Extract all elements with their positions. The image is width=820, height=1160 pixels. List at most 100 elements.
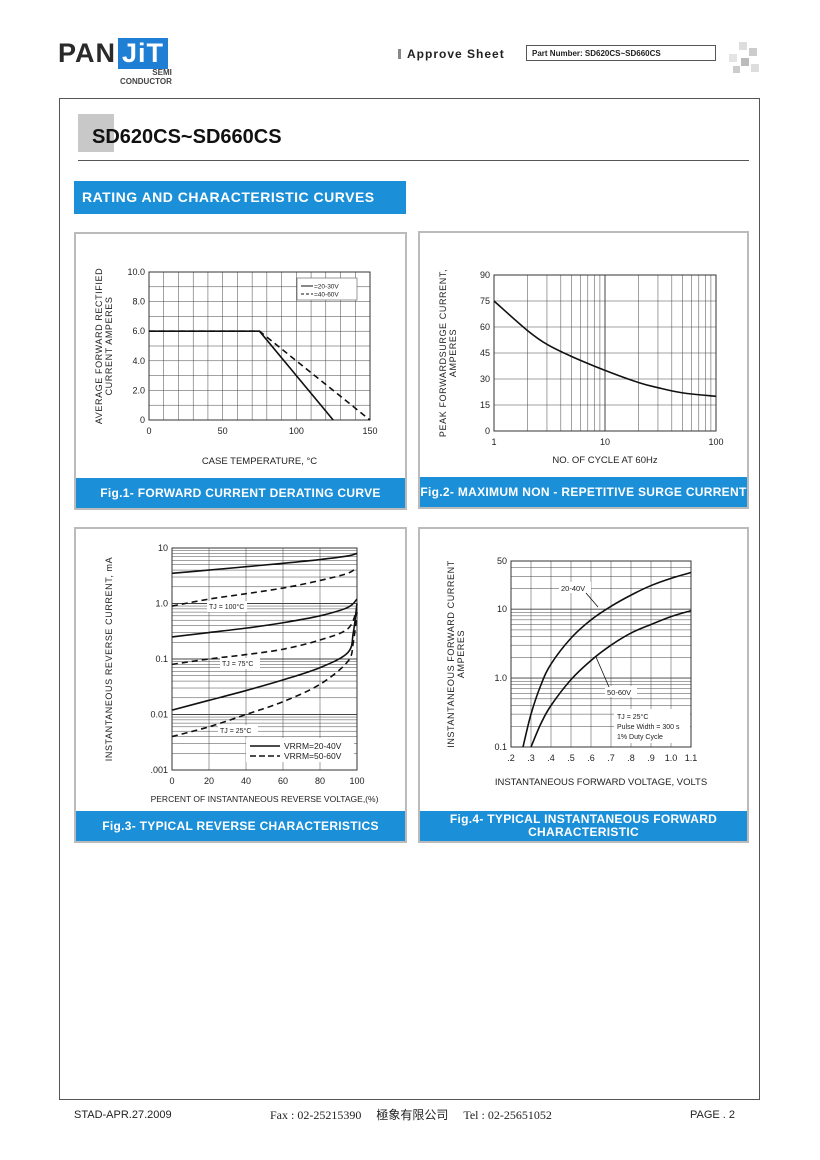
y-tick-label: 45 xyxy=(480,348,490,358)
x-tick-label: 10 xyxy=(600,437,610,447)
fig4-chart: .2 .3 .4 .5 .6 .7 .8 .9 1.0 1.1 0.1 1.0 10 50 INSTANTA… xyxy=(446,556,707,788)
legend-box xyxy=(246,738,354,762)
series-line xyxy=(171,608,358,666)
plot-frame xyxy=(493,274,717,432)
plot-frame xyxy=(148,271,371,421)
x-tick-label: .6 xyxy=(587,753,595,763)
y-axis-label: INSTANTANEOUS FORWARD CURRENT xyxy=(446,560,456,748)
decorative-squares-icon xyxy=(729,42,759,73)
annotation-bg xyxy=(614,709,690,743)
logo-sub-semi: SEMI xyxy=(152,68,172,77)
x-tick-label: .4 xyxy=(547,753,555,763)
annotation-bg xyxy=(207,601,247,612)
y-tick-label: 60 xyxy=(480,322,490,332)
annotation-arrow xyxy=(595,656,610,688)
y-tick-label: 10 xyxy=(158,543,168,553)
fig3-panel: 0 20 40 60 80 100 .001 0.01 0.1 1.0 10 PERCENT OF I… xyxy=(74,527,407,843)
x-axis-label: INSTANTANEOUS FORWARD VOLTAGE, VOLTS xyxy=(495,777,707,788)
annotation-label: 20-40V xyxy=(561,584,585,593)
logo-text: PAN xyxy=(58,38,117,68)
fig4-caption: Fig.4- TYPICAL INSTANTANEOUS FORWARD CHA… xyxy=(420,811,747,841)
x-tick-label: .9 xyxy=(647,753,655,763)
x-tick-label: .7 xyxy=(607,753,615,763)
x-tick-label: 60 xyxy=(278,776,288,786)
fig3-caption: Fig.3- TYPICAL REVERSE CHARACTERISTICS xyxy=(76,811,405,841)
footer-doc-code: STAD-APR.27.2009 xyxy=(74,1109,172,1121)
series-line xyxy=(171,598,358,638)
y-axis-label-2: CURRENT AMPERES xyxy=(104,297,114,396)
page-title: SD620CS~SD660CS xyxy=(92,126,282,148)
x-tick-label: 100 xyxy=(349,776,364,786)
logo-sub-conductor: CONDUCTOR xyxy=(120,77,172,86)
annotation-bg xyxy=(220,658,260,669)
y-axis-label: PEAK FORWARDSURGE CURRENT, xyxy=(438,269,448,437)
x-tick-label: 80 xyxy=(315,776,325,786)
x-tick-label: 50 xyxy=(218,426,228,436)
legend-label: =20-30V xyxy=(314,284,339,291)
footer-contact: Fax : 02-25215390 極象有限公司 Tel : 02-256510… xyxy=(270,1108,552,1122)
fig3-chart: 0 20 40 60 80 100 .001 0.01 0.1 1.0 10 PERCENT OF I… xyxy=(104,543,379,804)
approve-sheet-label: Approve Sheet xyxy=(398,47,505,61)
footer-page-number: PAGE . 2 xyxy=(690,1109,736,1121)
y-tick-label: 0 xyxy=(485,426,490,436)
x-axis-label: PERCENT OF INSTANTANEOUS REVERSE VOLTAGE… xyxy=(151,794,379,804)
y-tick-label: .001 xyxy=(150,765,168,775)
fig1-caption: Fig.1- FORWARD CURRENT DERATING CURVE xyxy=(76,478,405,508)
fig4-panel: .2 .3 .4 .5 .6 .7 .8 .9 1.0 1.1 0.1 1.0 10 50 INSTANTA… xyxy=(418,527,749,843)
plot-frame xyxy=(171,547,358,771)
fig2-panel: 1 10 100 0 15 30 45 60 75 90 NO. OF CYCLE AT 60Hz P… xyxy=(418,231,749,509)
x-axis-label: CASE TEMPERATURE, °C xyxy=(202,456,317,467)
x-tick-label: 0 xyxy=(169,776,174,786)
fig2-caption: Fig.2- MAXIMUM NON - REPETITIVE SURGE CU… xyxy=(420,477,747,507)
annotation-bg xyxy=(218,725,258,736)
y-tick-label: 10.0 xyxy=(127,267,145,277)
y-axis-label-2: AMPERES xyxy=(448,329,458,377)
section-header: RATING AND CHARACTERISTIC CURVES xyxy=(74,181,406,214)
y-tick-label: 1.0 xyxy=(494,673,507,683)
y-tick-label: 0.1 xyxy=(155,654,168,664)
annotation-label: TJ = 25°C xyxy=(220,727,251,735)
annotation-label: 50-60V xyxy=(607,688,631,697)
y-axis-label: AVERAGE FORWARD RECTIFIED xyxy=(94,268,104,424)
logo-subtitle: SEMI CONDUCTOR xyxy=(120,68,172,86)
annotation-bg xyxy=(559,582,591,593)
x-tick-label: 40 xyxy=(241,776,251,786)
y-tick-label: 10 xyxy=(497,604,507,614)
series-line xyxy=(493,300,717,398)
title-accent-block xyxy=(78,114,114,152)
x-tick-label: 150 xyxy=(362,426,377,436)
series-line xyxy=(149,330,371,421)
plot-frame xyxy=(510,560,692,748)
title-divider xyxy=(78,160,749,161)
annotation-arrow xyxy=(585,592,599,608)
x-tick-label: 0 xyxy=(146,426,151,436)
annotation-label: Pulse Width = 300 s xyxy=(617,724,680,731)
x-tick-label: 100 xyxy=(289,426,304,436)
x-tick-label: 1 xyxy=(491,437,496,447)
y-tick-label: 0.1 xyxy=(494,742,507,752)
x-tick-label: .8 xyxy=(627,753,635,763)
legend-label: =40-60V xyxy=(314,292,339,299)
legend-label: VRRM=50-60V xyxy=(284,751,342,761)
y-tick-label: 75 xyxy=(480,296,490,306)
series-line xyxy=(530,609,692,748)
y-tick-label: 30 xyxy=(480,374,490,384)
fig1-panel: 0 50 100 150 0 2.0 4.0 6.0 8.0 10.0 CASE TEMPERATU… xyxy=(74,232,407,510)
y-tick-label: 50 xyxy=(497,556,507,566)
y-tick-label: 90 xyxy=(480,270,490,280)
fig2-chart: 1 10 100 0 15 30 45 60 75 90 NO. OF CYCLE AT 60Hz P… xyxy=(438,269,724,466)
x-tick-label: 100 xyxy=(708,437,723,447)
x-axis-label: NO. OF CYCLE AT 60Hz xyxy=(552,455,657,466)
x-tick-label: .5 xyxy=(567,753,575,763)
x-tick-label: 1.0 xyxy=(665,753,678,763)
x-tick-label: 20 xyxy=(204,776,214,786)
annotation-label: 1% Duty Cycle xyxy=(617,734,663,741)
part-number-box: Part Number: SD620CS~SD660CS xyxy=(526,45,716,61)
y-tick-label: 4.0 xyxy=(132,356,145,366)
y-tick-label: 2.0 xyxy=(132,385,145,395)
y-tick-label: 0.01 xyxy=(150,710,168,720)
y-tick-label: 6.0 xyxy=(132,326,145,336)
x-tick-label: 1.1 xyxy=(685,753,698,763)
annotation-bg xyxy=(605,686,637,697)
annotation-label: TJ = 75°C xyxy=(222,660,253,668)
